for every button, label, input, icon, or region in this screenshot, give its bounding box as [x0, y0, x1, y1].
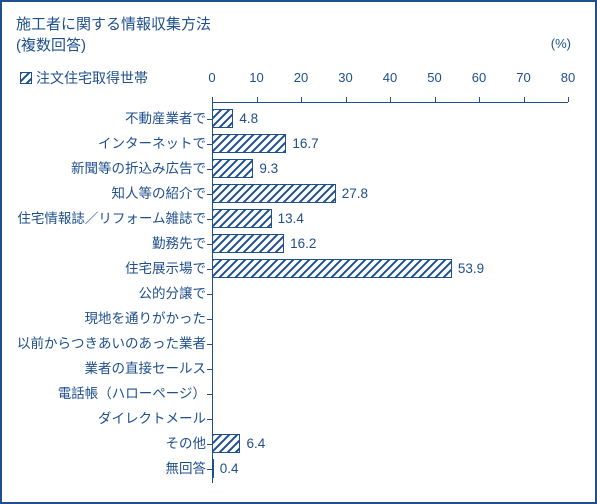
chart-row: 新聞等の折込み広告で9.3: [212, 156, 568, 181]
value-label: 27.8: [336, 181, 368, 206]
chart-row: 勤務先で16.2: [212, 231, 568, 256]
x-tick-label: 10: [242, 70, 272, 85]
bar: [212, 234, 284, 253]
x-tick-label: 20: [286, 70, 316, 85]
category-label: 現地を通りがかった: [2, 306, 212, 331]
value-label: 13.4: [272, 206, 304, 231]
chart-row: 住宅情報誌／リフォーム雑誌で13.4: [212, 206, 568, 231]
x-tick-mark: [524, 97, 525, 102]
x-tick-mark: [301, 97, 302, 102]
bar: [212, 159, 253, 178]
unit-label: (%): [551, 36, 571, 51]
chart-title: 施工者に関する情報収集方法 (複数回答): [16, 14, 575, 56]
legend-swatch-icon: [20, 72, 32, 84]
x-tick-mark: [257, 97, 258, 102]
x-tick-label: 0: [197, 70, 227, 85]
category-label: その他: [2, 431, 212, 456]
chart-row: 知人等の紹介で27.8: [212, 181, 568, 206]
x-tick-label: 80: [553, 70, 583, 85]
value-label: 53.9: [452, 256, 484, 281]
x-tick-label: 70: [509, 70, 539, 85]
chart-frame: 施工者に関する情報収集方法 (複数回答) (%) 注文住宅取得世帯 0 10 20 3…: [0, 0, 597, 504]
category-label: 住宅展示場で: [2, 256, 212, 281]
chart-row: ダイレクトメール: [212, 406, 568, 431]
value-label: 16.2: [284, 231, 316, 256]
chart-row: 現地を通りがかった: [212, 306, 568, 331]
value-label: 4.8: [233, 106, 258, 131]
bar: [212, 134, 286, 153]
value-label: 6.4: [240, 431, 265, 456]
legend: 注文住宅取得世帯: [20, 68, 148, 88]
x-tick-label: 40: [375, 70, 405, 85]
title-line-1: 施工者に関する情報収集方法: [16, 14, 575, 35]
category-label: 無回答: [2, 456, 212, 481]
x-axis-line: [212, 102, 568, 103]
bar: [212, 109, 233, 128]
x-tick-label: 60: [464, 70, 494, 85]
category-label: 以前からつきあいのあった業者: [2, 331, 212, 356]
chart-row: 無回答0.4: [212, 456, 568, 481]
x-tick-mark: [568, 97, 569, 102]
category-label: 業者の直接セールス: [2, 356, 212, 381]
value-label: 9.3: [253, 156, 278, 181]
chart-row: 公的分譲で: [212, 281, 568, 306]
x-tick-mark: [479, 97, 480, 102]
category-label: 住宅情報誌／リフォーム雑誌で: [2, 206, 212, 231]
category-label: 公的分譲で: [2, 281, 212, 306]
x-tick-label: 30: [331, 70, 361, 85]
category-label: 勤務先で: [2, 231, 212, 256]
x-tick-mark: [346, 97, 347, 102]
chart-row: 電話帳（ハローページ）: [212, 381, 568, 406]
bar: [212, 434, 240, 453]
category-label: 不動産業者で: [2, 106, 212, 131]
x-tick-label: 50: [420, 70, 450, 85]
bar: [212, 184, 336, 203]
chart-row: インターネットで16.7: [212, 131, 568, 156]
title-line-2: (複数回答): [16, 35, 575, 56]
chart-row: 住宅展示場で53.9: [212, 256, 568, 281]
chart-row: 業者の直接セールス: [212, 356, 568, 381]
x-tick-mark: [435, 97, 436, 102]
bar: [212, 209, 272, 228]
value-label: 16.7: [286, 131, 318, 156]
category-label: 電話帳（ハローページ）: [2, 381, 212, 406]
plot-area: 01020304050607080不動産業者で4.8インターネットで16.7新聞…: [212, 70, 568, 490]
bar: [212, 259, 452, 278]
x-tick-mark: [212, 97, 213, 102]
chart-row: 以前からつきあいのあった業者: [212, 331, 568, 356]
category-label: ダイレクトメール: [2, 406, 212, 431]
category-label: インターネットで: [2, 131, 212, 156]
chart-row: その他6.4: [212, 431, 568, 456]
category-label: 新聞等の折込み広告で: [2, 156, 212, 181]
value-label: 0.4: [214, 456, 239, 481]
x-tick-mark: [390, 97, 391, 102]
legend-label: 注文住宅取得世帯: [36, 68, 148, 88]
category-label: 知人等の紹介で: [2, 181, 212, 206]
chart-row: 不動産業者で4.8: [212, 106, 568, 131]
